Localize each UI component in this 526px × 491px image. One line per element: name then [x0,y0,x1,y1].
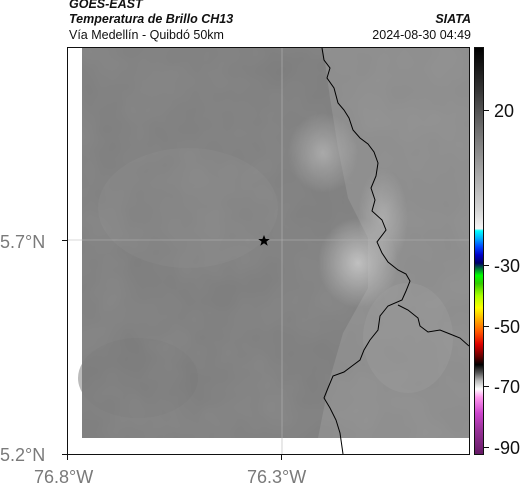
colorbar-label-20: 20 [494,101,515,121]
municipal-boundary [397,304,469,347]
lon-tick [67,455,68,460]
department-boundary [321,48,411,454]
timestamp-label: 2024-08-30 04:49 [372,28,471,42]
product-title: Temperatura de Brillo CH13 [69,12,234,26]
colorbar-tick [484,326,489,327]
region-label: Vía Medellín - Quibdó 50km [69,28,224,42]
colorbar-tick [484,265,489,266]
colorbar-label-minus50: -50 [494,317,521,337]
star-icon [258,235,270,246]
colorbar-label-minus90: -90 [494,438,521,458]
agency-label: SIATA [435,12,471,26]
lon-tick [281,455,282,460]
lat-label-5-7: 5.7°N [0,232,46,252]
satellite-image-frame [67,47,470,455]
map-header: GOES-EAST Temperatura de Brillo CH13 Vía… [69,0,471,46]
lat-label-5-2: 5.2°N [0,445,46,465]
lat-tick [62,240,67,241]
satellite-name: GOES-EAST [69,0,143,11]
colorbar-tick [484,386,489,387]
satellite-image [68,48,469,454]
colorbar [474,47,484,455]
lat-tick [62,454,67,455]
lon-label-76-8: 76.8°W [34,467,94,487]
colorbar-label-minus70: -70 [494,377,521,397]
colorbar-tick [484,110,489,111]
colorbar-label-minus30: -30 [494,256,521,276]
lon-label-76-3: 76.3°W [247,467,307,487]
colorbar-tick [484,447,489,448]
